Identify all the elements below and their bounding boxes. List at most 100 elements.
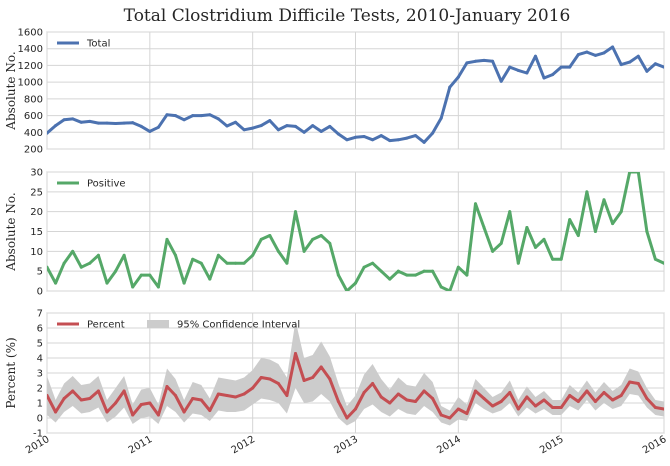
- data-point: [422, 140, 426, 144]
- data-point: [105, 281, 109, 285]
- data-point: [431, 269, 435, 273]
- data-point: [47, 394, 49, 397]
- data-point: [645, 397, 649, 400]
- data-point: [576, 53, 580, 57]
- data-point: [388, 401, 392, 405]
- data-point: [585, 389, 589, 393]
- data-point: [602, 51, 606, 55]
- data-point: [379, 395, 383, 399]
- data-point: [259, 376, 263, 379]
- data-point: [636, 382, 640, 385]
- legend: Total: [57, 39, 110, 50]
- y-tick-label: 6: [37, 324, 43, 335]
- data-point: [114, 401, 118, 405]
- data-point: [619, 63, 623, 67]
- data-point: [354, 135, 357, 139]
- data-point: [551, 406, 555, 409]
- data-point: [499, 241, 503, 245]
- data-point: [122, 121, 126, 125]
- data-point: [585, 50, 589, 54]
- data-point: [431, 397, 435, 400]
- y-tick-label: 1: [37, 399, 43, 410]
- data-point: [62, 261, 66, 265]
- data-point: [576, 233, 580, 237]
- data-point: [354, 281, 357, 285]
- data-point: [362, 265, 366, 269]
- y-tick-label: 0: [37, 414, 43, 425]
- data-point: [114, 122, 118, 126]
- legend: Percent 95% Confidence Interval: [57, 320, 300, 331]
- data-point: [516, 68, 520, 72]
- y-tick-label: 5: [37, 267, 43, 278]
- data-point: [79, 265, 83, 269]
- data-point: [234, 120, 238, 124]
- y-tick-label: 400: [24, 128, 43, 139]
- y-tick-label: 15: [30, 227, 43, 238]
- data-point: [636, 54, 640, 58]
- data-point: [174, 253, 178, 257]
- data-point: [319, 365, 323, 369]
- data-point: [482, 226, 486, 230]
- data-point: [473, 202, 477, 206]
- panel-3: -1 0 1 2 3 4 5 6 7 Percent (%) Percent 95% Confiden…: [4, 309, 665, 440]
- data-point: [199, 398, 203, 402]
- data-point: [216, 253, 220, 257]
- panel-2: 0 5 10 15 20 25 30 Absolute No. Positive: [4, 168, 665, 298]
- data-point: [96, 389, 100, 393]
- data-point: [242, 261, 246, 265]
- data-point: [54, 124, 58, 128]
- data-point: [465, 273, 469, 277]
- x-tick-label: 2012: [230, 434, 258, 456]
- y-tick-label: 1200: [18, 61, 43, 72]
- data-point: [242, 392, 246, 396]
- data-point: [285, 394, 289, 397]
- data-point: [216, 117, 220, 121]
- data-point: [165, 385, 169, 388]
- data-point: [559, 257, 563, 261]
- plot-marks: [47, 172, 664, 291]
- data-point: [259, 124, 263, 128]
- data-point: [336, 400, 340, 403]
- data-point: [568, 394, 572, 397]
- data-point: [54, 281, 58, 285]
- data-point: [259, 237, 263, 241]
- data-point: [62, 397, 66, 400]
- y-tick-label: 5: [37, 339, 43, 350]
- data-point: [234, 395, 238, 399]
- data-point: [328, 241, 332, 245]
- y-axis-label: Percent (%): [4, 337, 18, 408]
- data-point: [499, 400, 503, 403]
- data-point: [268, 377, 272, 381]
- data-point: [156, 125, 160, 129]
- data-point: [491, 249, 495, 253]
- y-tick-label: 800: [24, 94, 43, 105]
- data-point: [448, 416, 452, 420]
- data-point: [122, 253, 126, 257]
- data-point: [491, 404, 495, 408]
- data-point: [199, 261, 203, 265]
- data-point: [174, 114, 178, 118]
- legend-label: Total: [86, 39, 110, 50]
- y-tick-label: 200: [24, 145, 43, 156]
- data-point: [499, 79, 503, 83]
- data-point: [148, 129, 152, 133]
- data-point: [47, 265, 49, 269]
- y-axis-label: Absolute No.: [4, 192, 18, 271]
- data-point: [559, 406, 563, 409]
- data-point: [525, 71, 529, 75]
- data-point: [448, 85, 452, 89]
- data-point: [508, 210, 512, 214]
- data-point: [439, 285, 443, 289]
- data-point: [139, 403, 143, 406]
- data-point: [362, 134, 366, 138]
- y-tick-label: 0: [37, 287, 43, 298]
- y-tick-label: 1000: [18, 78, 43, 89]
- data-point: [388, 139, 392, 143]
- data-point: [285, 261, 289, 265]
- data-point: [619, 210, 623, 214]
- data-point: [568, 65, 572, 69]
- data-point: [473, 59, 477, 63]
- data-point: [328, 377, 332, 381]
- y-tick-label: 4: [37, 354, 43, 365]
